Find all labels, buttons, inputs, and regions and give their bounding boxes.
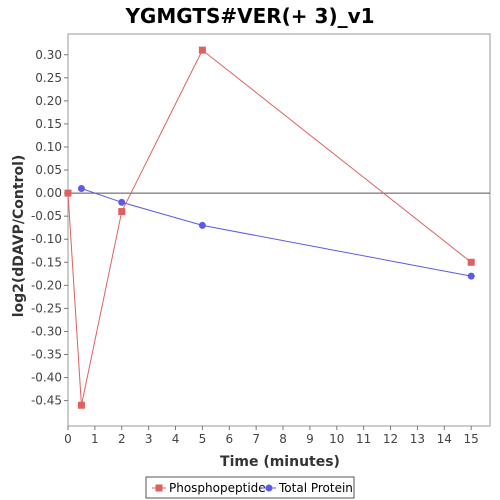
x-axis: 0 1 2 3 4 5 6 7 8 9 10 11 12 13 14 15 bbox=[64, 426, 479, 446]
data-point-circle bbox=[198, 221, 206, 229]
x-tick-label: 15 bbox=[464, 432, 479, 446]
x-tick-label: 4 bbox=[172, 432, 180, 446]
y-tick-label: -0.30 bbox=[31, 324, 62, 338]
y-tick-label: 0.05 bbox=[35, 163, 62, 177]
x-tick-label: 9 bbox=[306, 432, 314, 446]
chart-title: YGMGTS#VER(+ 3)_v1 bbox=[124, 4, 374, 28]
y-tick-label: 0.15 bbox=[35, 117, 62, 131]
y-tick-label: -0.05 bbox=[31, 209, 62, 223]
x-tick-label: 10 bbox=[329, 432, 344, 446]
data-point-circle bbox=[77, 184, 85, 192]
series-group bbox=[64, 46, 475, 409]
x-tick-label: 12 bbox=[383, 432, 398, 446]
legend-marker-square bbox=[155, 484, 163, 492]
plot-background bbox=[67, 33, 491, 427]
x-tick-label: 5 bbox=[199, 432, 207, 446]
legend: Phosphopeptide Total Protein bbox=[145, 476, 355, 499]
x-tick-label: 0 bbox=[64, 432, 72, 446]
y-tick-label: 0.30 bbox=[35, 48, 62, 62]
data-point-circle bbox=[467, 272, 475, 280]
y-tick-label: -0.25 bbox=[31, 301, 62, 315]
y-tick-label: -0.35 bbox=[31, 348, 62, 362]
x-tick-label: 7 bbox=[252, 432, 260, 446]
x-tick-label: 6 bbox=[225, 432, 233, 446]
y-tick-label: 0.10 bbox=[35, 140, 62, 154]
series-line-1 bbox=[81, 188, 472, 277]
plot-area bbox=[67, 33, 491, 427]
y-tick-label: -0.20 bbox=[31, 278, 62, 292]
data-point-square bbox=[118, 208, 126, 216]
data-point-square bbox=[64, 189, 72, 197]
x-tick-label: 3 bbox=[145, 432, 153, 446]
data-point-square bbox=[467, 258, 475, 266]
legend-box bbox=[145, 476, 355, 499]
y-tick-label: -0.15 bbox=[31, 255, 62, 269]
x-tick-label: 1 bbox=[91, 432, 99, 446]
y-tick-label: 0.00 bbox=[35, 186, 62, 200]
y-tick-label: 0.25 bbox=[35, 71, 62, 85]
y-axis: 0.30 0.25 0.20 0.15 0.10 0.05 0.00 -0.05 -0.10 -0… bbox=[31, 48, 68, 408]
x-tick-label: 14 bbox=[437, 432, 452, 446]
legend-label-0: Phosphopeptide bbox=[169, 481, 266, 495]
x-tick-label: 2 bbox=[118, 432, 126, 446]
y-tick-label: -0.10 bbox=[31, 232, 62, 246]
data-point-square bbox=[77, 401, 85, 409]
data-point-square bbox=[198, 46, 206, 54]
x-tick-label: 8 bbox=[279, 432, 287, 446]
y-axis-title: log2(dDAVP/Control) bbox=[11, 155, 27, 318]
y-tick-label: -0.45 bbox=[31, 394, 62, 408]
legend-label-1: Total Protein bbox=[278, 481, 353, 495]
y-tick-label: 0.20 bbox=[35, 94, 62, 108]
data-point-circle bbox=[118, 198, 126, 206]
x-tick-label: 13 bbox=[410, 432, 425, 446]
x-tick-label: 11 bbox=[356, 432, 371, 446]
y-tick-label: -0.40 bbox=[31, 371, 62, 385]
legend-marker-circle bbox=[265, 484, 273, 492]
x-axis-title: Time (minutes) bbox=[220, 454, 340, 470]
